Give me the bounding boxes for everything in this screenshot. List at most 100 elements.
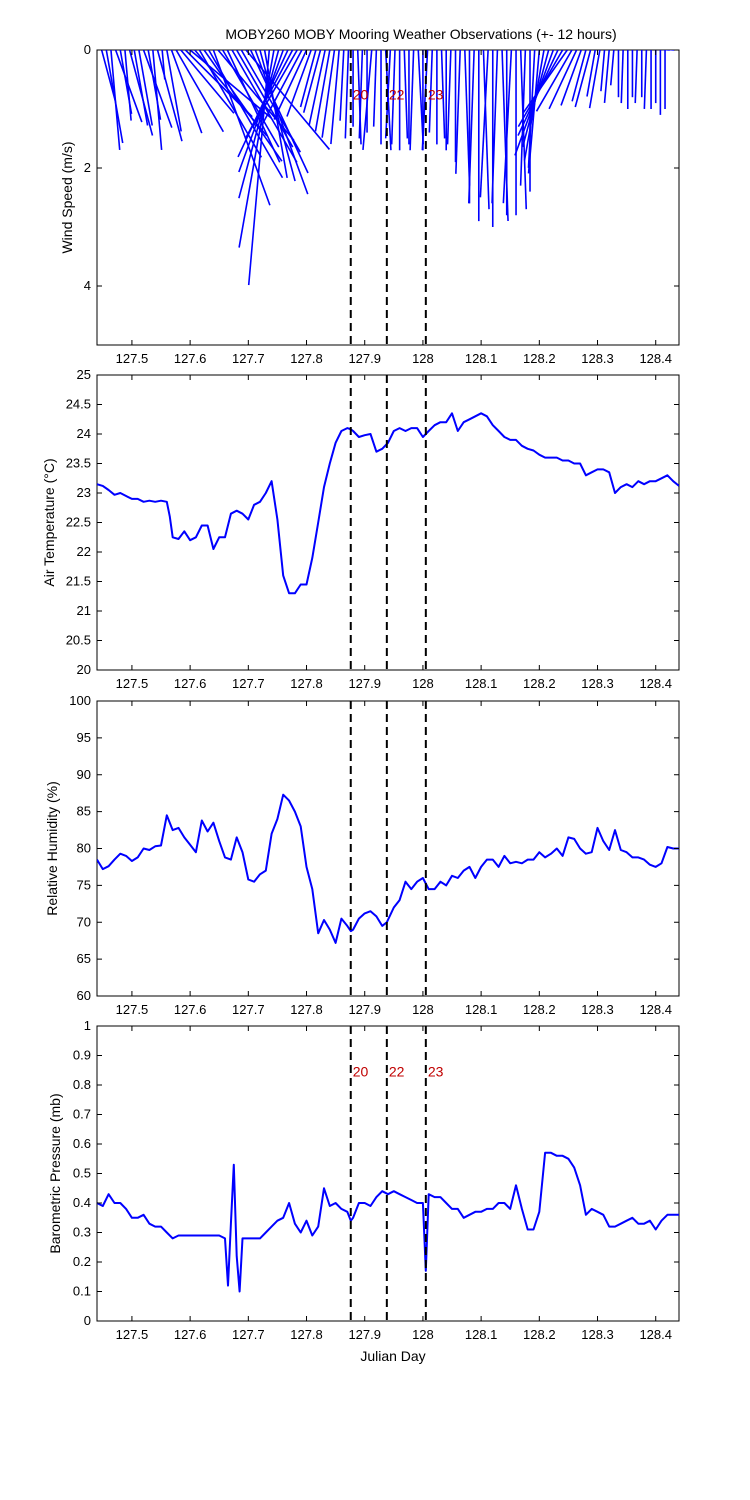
wind-stick — [372, 50, 378, 127]
wind-stick — [138, 50, 154, 126]
wind-stick — [330, 50, 340, 145]
wind-stick — [527, 50, 541, 174]
x-tick-label: 127.7 — [232, 1327, 265, 1342]
wind-stick — [252, 50, 298, 128]
x-tick-label: 127.6 — [174, 351, 207, 366]
wind-stick — [156, 50, 183, 142]
relative-humidity-series-line — [97, 793, 679, 944]
wind-stick — [658, 50, 670, 51]
wind-stick — [273, 50, 308, 120]
wind-stick — [286, 50, 312, 117]
y-tick-label: 0 — [84, 1313, 91, 1328]
wind-stick — [482, 50, 490, 210]
x-tick-label: 127.9 — [348, 676, 381, 691]
wind-stick — [358, 50, 364, 139]
x-tick-label: 127.5 — [116, 1002, 149, 1017]
wind-stick — [302, 50, 322, 113]
wind-stick — [663, 50, 675, 51]
y-tick-label: 22.5 — [66, 515, 91, 530]
y-tick-label: 0.2 — [73, 1254, 91, 1269]
x-tick-label: 127.9 — [348, 351, 381, 366]
y-tick-label: 65 — [77, 951, 91, 966]
y-tick-label: 21 — [77, 603, 91, 618]
wind-stick — [180, 50, 235, 114]
wind-stick — [634, 50, 638, 104]
air-temperature-series-line — [97, 412, 679, 595]
x-tick-label: 127.7 — [232, 1002, 265, 1017]
x-tick-label: 127.8 — [290, 1002, 323, 1017]
wind-stick — [620, 50, 624, 104]
wind-stick — [586, 50, 596, 97]
wind-stick — [238, 50, 275, 248]
x-tick-label: 128.2 — [523, 1002, 556, 1017]
x-tick-label: 128.1 — [465, 676, 498, 691]
y-tick-label: 20.5 — [66, 633, 91, 648]
wind-stick — [262, 50, 303, 124]
x-tick-label: 127.8 — [290, 351, 323, 366]
y-tick-label: 24 — [77, 426, 91, 441]
y-tick-label: 0.1 — [73, 1284, 91, 1299]
barometric-pressure-y-axis-label: Barometric Pressure (mb) — [47, 1093, 63, 1253]
wind-stick — [491, 50, 499, 204]
x-tick-label: 127.9 — [348, 1002, 381, 1017]
x-tick-label: 127.6 — [174, 1327, 207, 1342]
y-tick-label: 85 — [77, 804, 91, 819]
x-axis-label: Julian Day — [360, 1348, 425, 1364]
wind-stick — [175, 50, 225, 133]
wind-stick — [409, 50, 415, 151]
y-tick-label: 60 — [77, 988, 91, 1003]
x-tick-label: 127.8 — [290, 676, 323, 691]
wind-stick — [390, 50, 396, 145]
wind-stick — [609, 50, 615, 86]
wind-stick — [161, 50, 166, 80]
x-tick-label: 127.5 — [116, 351, 149, 366]
wind-stick — [522, 50, 568, 114]
y-tick-label: 1 — [84, 1018, 91, 1033]
wind-stick — [535, 50, 573, 112]
x-tick-label: 128.4 — [639, 351, 672, 366]
relative-humidity-y-axis-label: Relative Humidity (%) — [44, 781, 60, 916]
x-tick-label: 128.4 — [639, 1327, 672, 1342]
y-tick-label: 95 — [77, 730, 91, 745]
wind-stick — [356, 50, 362, 145]
wind-stick — [308, 50, 326, 126]
wind-stick — [574, 50, 592, 108]
relative-humidity-data — [97, 793, 679, 944]
wind-stick — [455, 50, 461, 174]
barometric-pressure-axes-frame — [96, 1025, 680, 1322]
wind-stick — [571, 50, 587, 102]
x-tick-label: 128 — [412, 1327, 434, 1342]
wind-stick — [142, 50, 173, 128]
wind-stick — [244, 50, 294, 139]
x-tick-label: 127.8 — [290, 1327, 323, 1342]
wind-stick — [226, 50, 281, 163]
event-label: 22 — [389, 1064, 405, 1080]
y-tick-label: 80 — [77, 841, 91, 856]
wind-stick — [446, 50, 452, 145]
y-tick-label: 0.7 — [73, 1107, 91, 1122]
wind-stick — [588, 50, 601, 109]
x-tick-label: 128.3 — [581, 351, 614, 366]
wind-stick — [166, 50, 182, 132]
relative-humidity-panel: 127.5 127.6 127.7 127.8 127.9 128 128.1 128.2 12… — [44, 693, 680, 1017]
wind-stick — [110, 50, 121, 150]
wind-stick — [237, 50, 289, 158]
wind-stick — [245, 50, 331, 150]
x-tick-label: 127.5 — [116, 676, 149, 691]
y-tick-label: 25 — [77, 367, 91, 382]
wind-stick — [254, 50, 309, 195]
wind-stick — [362, 50, 373, 150]
wind-stick — [403, 50, 409, 139]
x-tick-label: 127.7 — [232, 351, 265, 366]
wind-stick — [479, 50, 489, 198]
y-tick-label: 20 — [77, 662, 91, 677]
event-label: 23 — [428, 1064, 444, 1080]
x-tick-label: 128.2 — [523, 1327, 556, 1342]
wind-stick — [502, 50, 513, 204]
air-temperature-axes-frame — [96, 374, 680, 671]
x-tick-label: 128 — [412, 676, 434, 691]
y-tick-label: 0.4 — [73, 1195, 91, 1210]
wind-stick — [321, 50, 336, 138]
barometric-pressure-panel: 20 22 23 127.5 127.6 127.7 127.8 127.9 128 128.1 1… — [47, 1018, 680, 1342]
event-label: 20 — [353, 1064, 369, 1080]
